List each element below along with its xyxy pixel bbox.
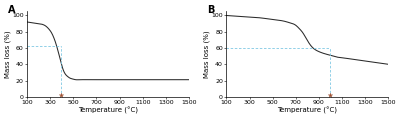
Y-axis label: Mass loss (%): Mass loss (%) <box>204 30 210 78</box>
Y-axis label: Mass loss (%): Mass loss (%) <box>4 30 11 78</box>
X-axis label: Temperature (°C): Temperature (°C) <box>277 107 337 114</box>
Text: A: A <box>8 5 15 15</box>
X-axis label: Temperature (°C): Temperature (°C) <box>78 107 138 114</box>
Text: B: B <box>207 5 214 15</box>
